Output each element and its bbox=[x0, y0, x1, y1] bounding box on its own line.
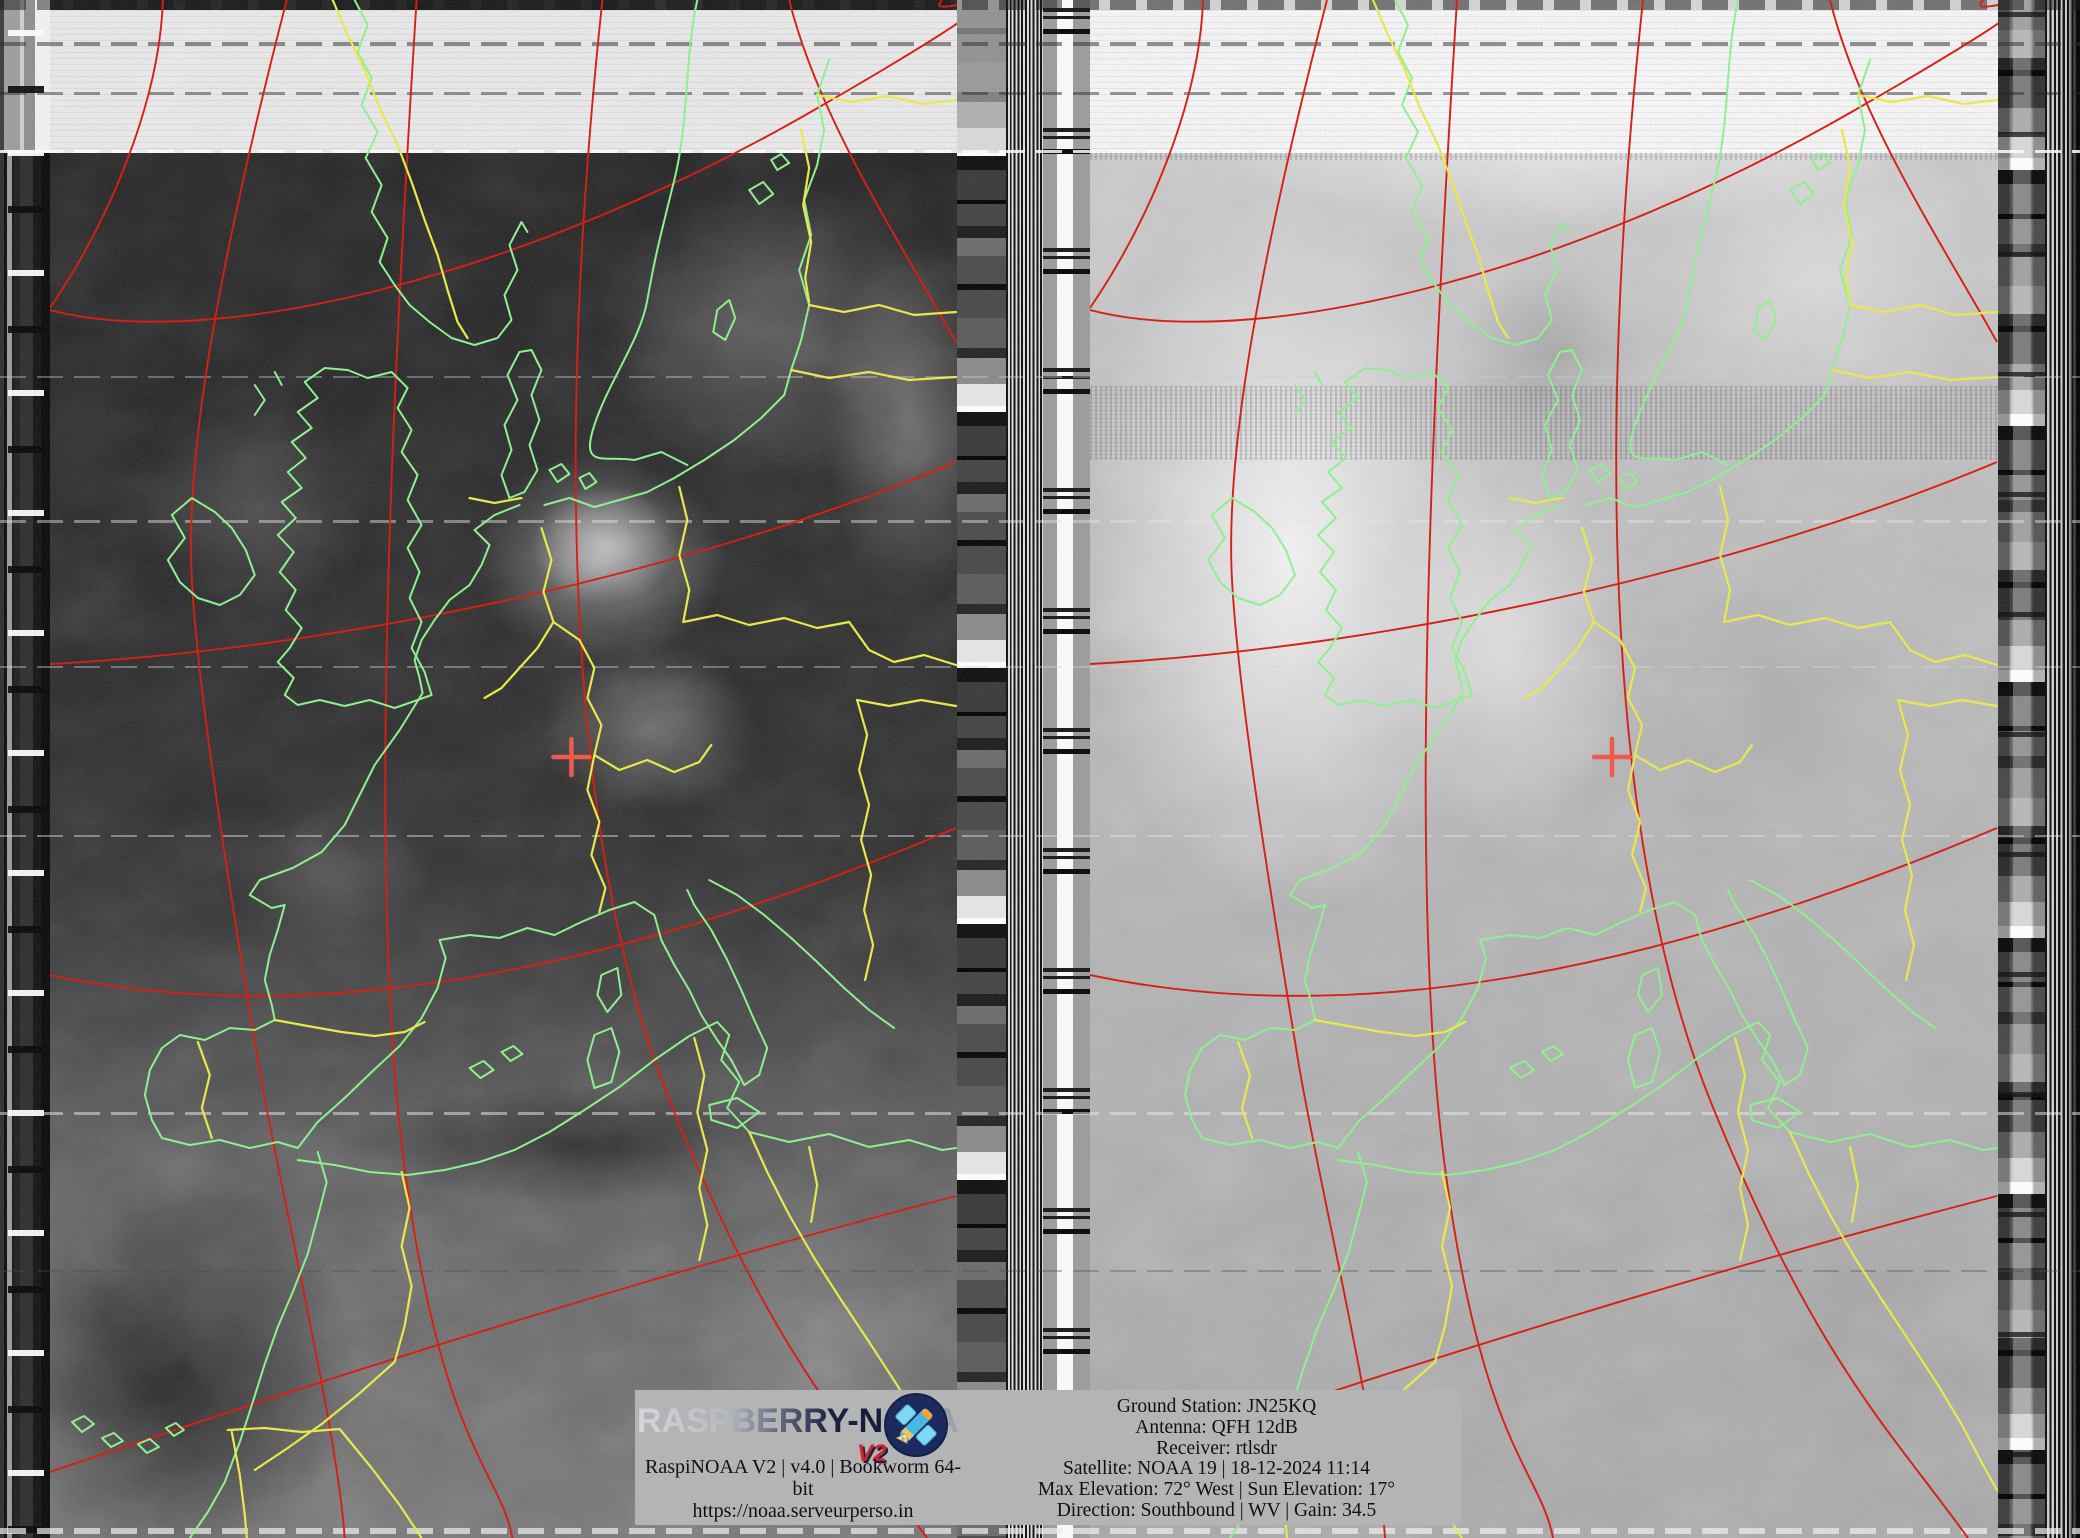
credit-line: RaspiNOAA V2 | v4.0 | Bookworm 64-bit bbox=[645, 1456, 961, 1500]
apt-sync-column-b bbox=[1006, 0, 1043, 1538]
station-info-line: Direction: Southbound | WV | Gain: 34.5 bbox=[1056, 1499, 1377, 1521]
minute-marker-ticks bbox=[8, 0, 44, 1538]
satellite-icon bbox=[884, 1393, 948, 1457]
station-info-line: Ground Station: JN25KQ bbox=[1116, 1396, 1317, 1417]
ground-station-info: Ground Station: JN25KQ Antenna: QFH 12dB… bbox=[971, 1390, 1462, 1525]
credit-url: https://noaa.serveurperso.in bbox=[692, 1500, 914, 1522]
map-overlay-right bbox=[1090, 0, 1998, 1538]
station-info-line: Satellite: NOAA 19 | 18-12-2024 11:14 bbox=[1062, 1458, 1371, 1480]
footer-credit-box: RASPBERRY-NOAA V2 RaspiNOAA V2 | v4.0 | … bbox=[635, 1390, 1462, 1525]
station-info-line: Receiver: rtlsdr bbox=[1156, 1437, 1277, 1459]
station-info-line: Antenna: QFH 12dB bbox=[1135, 1416, 1298, 1438]
apt-telemetry-wedges-a bbox=[957, 0, 1006, 1538]
apt-sync-column-right-edge bbox=[2045, 0, 2080, 1538]
apt-telemetry-wedges-b bbox=[1998, 0, 2045, 1538]
apt-sync-column-a bbox=[0, 0, 50, 1538]
map-overlay-left bbox=[50, 0, 957, 1538]
station-info-line: Max Elevation: 72° West | Sun Elevation:… bbox=[1037, 1479, 1396, 1501]
raspberry-noaa-branding: RASPBERRY-NOAA V2 RaspiNOAA V2 | v4.0 | … bbox=[635, 1390, 971, 1525]
credit-lines: RaspiNOAA V2 | v4.0 | Bookworm 64-bit ht… bbox=[635, 1456, 971, 1522]
minute-marker-ticks bbox=[1998, 0, 2045, 1538]
minute-marker-ticks bbox=[1043, 0, 1090, 1538]
apt-space-column-b bbox=[1043, 0, 1090, 1538]
telemetry-top-noise bbox=[957, 0, 1006, 153]
